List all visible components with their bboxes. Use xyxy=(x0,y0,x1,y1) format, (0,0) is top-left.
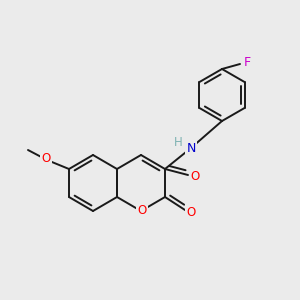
Text: O: O xyxy=(186,206,196,218)
Text: O: O xyxy=(137,205,147,218)
Text: H: H xyxy=(174,136,182,149)
Text: N: N xyxy=(186,142,196,154)
Text: O: O xyxy=(190,170,200,184)
Text: O: O xyxy=(41,152,51,166)
Text: F: F xyxy=(243,56,250,68)
